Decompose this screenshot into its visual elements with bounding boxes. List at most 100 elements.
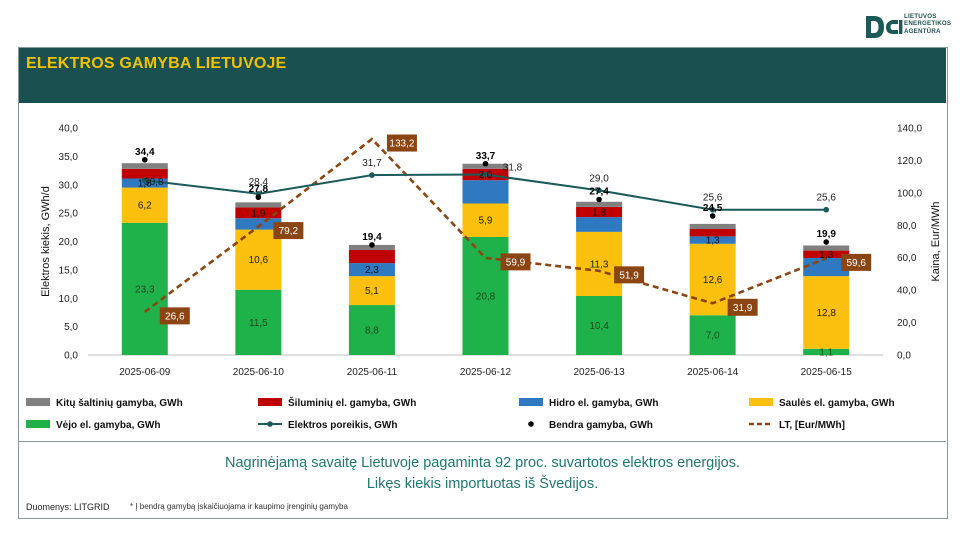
legend-wind-swatch (26, 420, 50, 428)
y2-tick-label: 100,0 (897, 188, 922, 199)
price-callout (727, 298, 758, 316)
y-tick-label: 30,0 (59, 180, 79, 191)
price-callout (841, 253, 872, 271)
bar-label-thermal: 1,3 (819, 250, 833, 261)
logo-line: LIETUVOS (904, 13, 937, 20)
y-tick-label: 0,0 (64, 351, 78, 362)
total-marker (369, 242, 375, 248)
y-tick-label: 15,0 (59, 265, 79, 276)
bar-segment-hydro (121, 178, 168, 188)
bar-label-hydro: 1,3 (706, 236, 720, 247)
bar-label-wind: 10,4 (589, 321, 609, 332)
price-callout (273, 222, 304, 240)
bar-label-wind: 11,5 (249, 318, 268, 329)
bar-segment-solar (803, 276, 850, 349)
legend-wind-label: Vėjo el. gamyba, GWh (56, 420, 160, 431)
legend-thermal-label: Šiluminių el. gamyba, GWh (288, 396, 416, 409)
price-callout (500, 253, 531, 271)
total-marker (482, 160, 489, 167)
bar-segment-thermal (803, 250, 850, 258)
message-line-2: Likęs kiekis importuotas iš Švedijos. (366, 476, 599, 492)
data-source: Duomenys: LITGRID (26, 502, 110, 512)
price-label: 79,2 (279, 226, 299, 237)
legend-other-label: Kitų šaltinių gamyba, GWh (56, 398, 183, 409)
y2-tick-label: 140,0 (897, 124, 922, 135)
bar-label-wind: 20,8 (476, 291, 496, 302)
price-label: 59,9 (506, 257, 526, 268)
demand-label: 25,6 (816, 193, 836, 204)
total-marker (823, 239, 830, 245)
bar-segment-other (121, 163, 168, 169)
bar-segment-hydro (348, 263, 395, 277)
demand-label: 28,4 (249, 177, 269, 188)
demand-marker (369, 172, 375, 178)
legend-thermal-swatch (258, 398, 282, 406)
bar-segment-solar (462, 203, 509, 237)
price-label: 26,6 (165, 311, 185, 322)
bar-label-solar: 5,9 (479, 216, 493, 227)
total-label: 27,8 (249, 184, 269, 195)
legend-demand-label: Elektros poreikis, GWh (288, 420, 397, 431)
bar-label-solar: 12,6 (703, 275, 723, 286)
logo-wordmark: LIETUVOS ENERGETIKOS AGENTŪRA (904, 13, 951, 35)
total-label: 19,4 (362, 232, 382, 243)
y-axis-title: Elektros kiekis, GWh/d (40, 186, 52, 297)
x-tick-label: 2025-06-15 (801, 367, 853, 378)
price-label: 59,6 (846, 258, 866, 269)
demand-label: 31,8 (503, 163, 523, 174)
bar-segment-wind (576, 295, 623, 355)
bar-segment-wind (235, 289, 282, 355)
demand-marker (141, 177, 148, 184)
y2-tick-label: 0,0 (897, 351, 911, 362)
legend-hydro-swatch (519, 398, 543, 406)
bar-segment-thermal (576, 206, 623, 218)
x-tick-label: 2025-06-13 (573, 367, 625, 378)
bar-label-solar: 11,3 (590, 259, 609, 270)
bar-segment-thermal (689, 229, 736, 237)
price-line (144, 137, 827, 313)
total-label: 34,4 (135, 147, 155, 158)
legend-total-label: Bendra gamyba, GWh (549, 420, 653, 431)
total-label: 33,7 (476, 151, 496, 162)
total-label: 24,5 (703, 203, 723, 214)
price-label: 51,9 (619, 270, 639, 281)
y-tick-label: 25,0 (59, 209, 79, 220)
bar-segment-other (576, 201, 623, 207)
bar-segment-wind (121, 222, 168, 355)
price-callout (614, 266, 645, 284)
total-marker (709, 213, 716, 219)
legend-hydro-label: Hidro el. gamyba, GWh (549, 398, 658, 409)
y2-tick-label: 60,0 (897, 253, 917, 264)
bar-label-hydro: 2,3 (365, 265, 379, 276)
bar-label-thermal: 2,0 (479, 170, 493, 181)
bar-label-thermal: 1,9 (251, 208, 265, 219)
total-marker (255, 194, 262, 201)
bar-label-wind: 7,0 (706, 331, 720, 342)
logo-line: AGENTŪRA (904, 27, 941, 35)
bar-label-solar: 10,6 (249, 255, 269, 266)
bar-label-thermal: 1,8 (592, 207, 606, 218)
y2-tick-label: 20,0 (897, 318, 917, 329)
bar-segment-wind (803, 348, 850, 355)
total-label: 19,9 (816, 229, 836, 240)
x-tick-label: 2025-06-14 (687, 367, 739, 378)
y-tick-label: 20,0 (59, 237, 79, 248)
footnote: * Į bendrą gamybą įskaičiuojama ir kaupi… (130, 502, 348, 511)
bar-segment-other (803, 245, 850, 251)
bar-segment-other (689, 223, 736, 230)
demand-label: 31,7 (362, 158, 382, 169)
price-label: 133,2 (389, 139, 414, 150)
legend-demand-marker (267, 421, 273, 427)
agency-logo-icon (866, 16, 903, 38)
page-title: ELEKTROS GAMYBA LIETUVOJE (26, 55, 287, 72)
x-tick-label: 2025-06-10 (233, 367, 285, 378)
y2-axis-title: Kaina, Eur/MWh (930, 201, 942, 281)
demand-label: 29,0 (589, 173, 609, 184)
bar-segment-hydro (235, 218, 282, 230)
demand-marker (823, 206, 830, 213)
x-tick-label: 2025-06-11 (347, 367, 398, 378)
bar-label-wind: 8,8 (365, 326, 379, 337)
legend-other-swatch (26, 398, 50, 406)
legend-price-label: LT, [Eur/MWh] (779, 420, 845, 431)
